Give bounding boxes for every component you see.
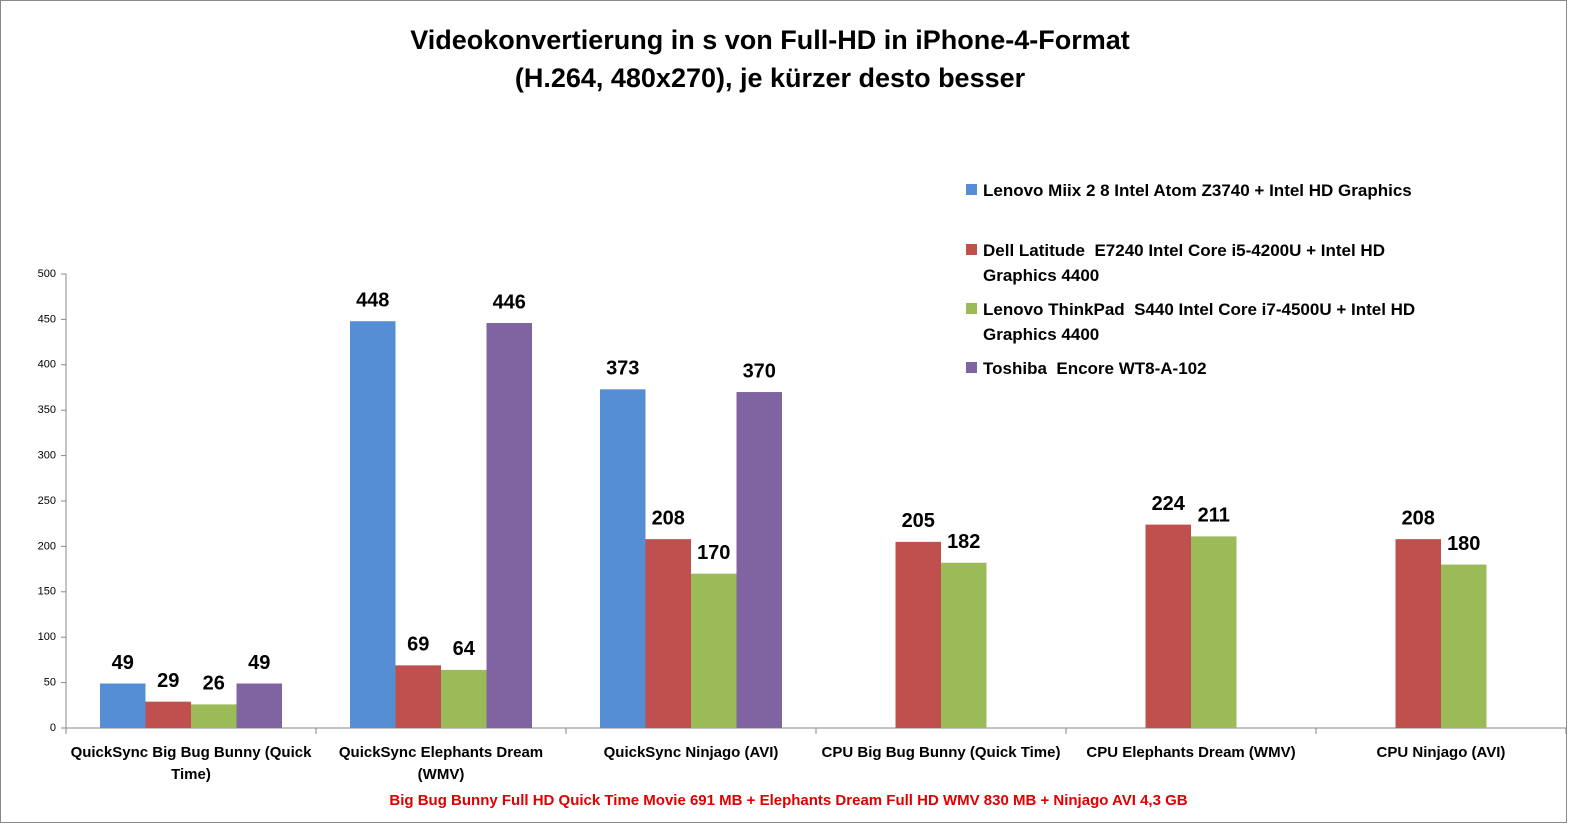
- bar: [1395, 539, 1441, 728]
- data-label: 208: [1402, 507, 1435, 529]
- bar: [736, 392, 782, 728]
- y-tick-label: 500: [38, 268, 56, 280]
- x-tick-label: QuickSync Elephants Dream (WMV): [338, 744, 544, 783]
- data-label: 49: [112, 652, 134, 674]
- bar: [895, 541, 941, 728]
- y-tick-label: 450: [38, 313, 56, 325]
- bar: [1191, 536, 1237, 728]
- data-label: 448: [356, 289, 389, 311]
- legend-label: Toshiba Encore WT8-A-102: [983, 359, 1207, 378]
- data-label: 182: [947, 531, 980, 553]
- data-label: 29: [157, 670, 179, 692]
- data-label: 170: [697, 542, 730, 564]
- data-label: 26: [203, 673, 225, 695]
- y-tick-label: 300: [38, 450, 56, 462]
- x-tick-label: QuickSync Big Bug Bunny (Quick Time): [70, 744, 312, 783]
- bar: [486, 323, 532, 728]
- bar: [941, 562, 987, 728]
- y-tick-label: 400: [38, 359, 56, 371]
- data-label: 211: [1198, 505, 1230, 527]
- data-label: 224: [1152, 493, 1186, 515]
- data-label: 370: [743, 360, 776, 382]
- y-tick-label: 100: [38, 631, 56, 643]
- bar: [350, 321, 396, 728]
- bar: [600, 389, 646, 728]
- legend-swatch: [966, 303, 977, 314]
- bar: [645, 539, 691, 728]
- chart-title: Videokonvertierung in s von Full-HD in i…: [410, 25, 1130, 55]
- data-label: 208: [652, 507, 685, 529]
- bar: [691, 573, 737, 728]
- legend-label: Lenovo ThinkPad S440 Intel Core i7-4500U…: [983, 300, 1420, 344]
- data-label: 69: [407, 634, 429, 656]
- data-label: 373: [606, 358, 639, 380]
- x-tick-label: CPU Big Bug Bunny (Quick Time): [821, 744, 1061, 761]
- y-tick-label: 50: [44, 677, 56, 689]
- y-tick-label: 200: [38, 540, 56, 552]
- bar: [1441, 564, 1487, 728]
- y-tick-label: 250: [38, 495, 56, 507]
- chart-title: (H.264, 480x270), je kürzer desto besser: [515, 63, 1026, 93]
- data-label: 446: [493, 291, 526, 313]
- x-tick-label: QuickSync Ninjago (AVI): [603, 744, 779, 761]
- data-label: 205: [902, 510, 935, 532]
- bar: [145, 701, 191, 728]
- data-label: 64: [453, 638, 476, 660]
- x-tick-label: CPU Elephants Dream (WMV): [1086, 744, 1296, 761]
- legend-swatch: [966, 244, 977, 255]
- bar: [100, 683, 146, 728]
- y-tick-label: 150: [38, 586, 56, 598]
- y-tick-label: 350: [38, 404, 56, 416]
- bar: [441, 669, 487, 728]
- bar: [395, 665, 441, 728]
- data-label: 180: [1447, 533, 1480, 555]
- legend-swatch: [966, 362, 977, 373]
- legend-label: Dell Latitude E7240 Intel Core i5-4200U …: [983, 241, 1390, 285]
- legend-label: Lenovo Miix 2 8 Intel Atom Z3740 + Intel…: [983, 181, 1412, 200]
- bar: [191, 704, 237, 728]
- y-tick-label: 0: [50, 722, 56, 734]
- legend-swatch: [966, 184, 977, 195]
- x-tick-label: CPU Ninjago (AVI): [1376, 744, 1506, 761]
- data-label: 49: [248, 652, 270, 674]
- bar: [1145, 524, 1191, 728]
- x-axis-label: Big Bug Bunny Full HD Quick Time Movie 6…: [389, 792, 1188, 809]
- bar: [236, 683, 282, 728]
